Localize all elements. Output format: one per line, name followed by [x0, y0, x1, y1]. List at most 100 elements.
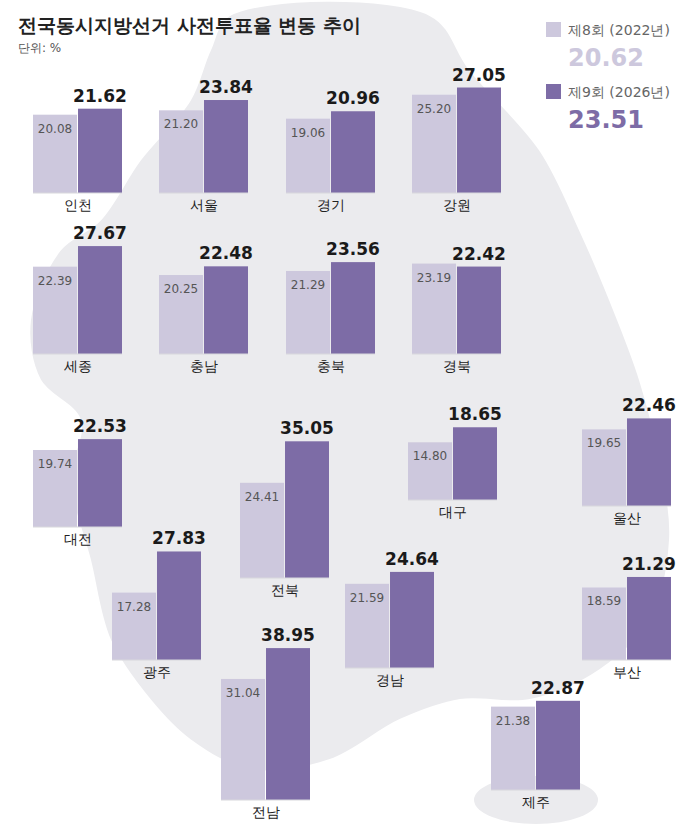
bar — [112, 593, 156, 660]
bars — [582, 577, 671, 660]
baseline — [582, 660, 671, 661]
region-panel: 21.2023.84서울 — [159, 77, 253, 213]
baseline — [582, 506, 671, 507]
bars — [221, 648, 310, 800]
region-panel: 21.29 23.56 충북 — [286, 239, 380, 374]
bar — [159, 110, 203, 193]
bars — [412, 264, 501, 354]
value-label: 22.39 — [38, 274, 72, 288]
baseline — [159, 193, 248, 194]
region-label: 충남 — [190, 358, 218, 374]
region-label: 대전 — [64, 531, 92, 547]
region-panel: 22.3927.67세종 — [33, 223, 127, 374]
title: 전국동시지방선거 사전투표율 변동 추이 — [18, 14, 361, 36]
region-label: 대구 — [439, 504, 467, 520]
value-label: 27.83 — [152, 528, 206, 548]
bar — [157, 551, 201, 660]
value-label: 20.25 — [164, 282, 198, 296]
bars — [159, 266, 248, 354]
value-label: 19.06 — [291, 126, 325, 140]
bar — [408, 442, 452, 500]
value-label: 24.64 — [385, 549, 439, 569]
value-label: 27.67 — [73, 223, 127, 243]
bar — [453, 427, 497, 500]
value-label: 21.29 — [291, 278, 325, 292]
value-label: 31.04 — [226, 686, 260, 700]
bar — [627, 418, 671, 506]
baseline — [412, 354, 501, 355]
region-label: 제주 — [522, 794, 550, 810]
value-label: 20.96 — [326, 88, 380, 108]
region-panel: 19.6522.46울산 — [582, 395, 676, 526]
region-label: 부산 — [613, 664, 641, 680]
region-panel: 18.5921.29부산 — [582, 554, 676, 680]
baseline — [240, 578, 329, 579]
value-label: 22.48 — [199, 243, 253, 263]
value-label: 35.05 — [280, 418, 334, 438]
value-label: 22.42 — [452, 244, 506, 264]
chart: 전국동시지방선거 사전투표율 변동 추이단위: %제8회 (2022년)20.6… — [0, 0, 700, 832]
legend-swatch — [546, 84, 561, 99]
bars — [345, 572, 434, 668]
bar — [33, 267, 77, 354]
region-panel: 20.0821.62인천 — [33, 86, 127, 213]
bar — [33, 115, 77, 193]
value-label: 22.87 — [531, 678, 585, 698]
bars — [286, 262, 375, 354]
baseline — [491, 790, 580, 791]
region-label: 경기 — [317, 197, 345, 213]
bars — [491, 701, 580, 790]
bar — [582, 429, 626, 506]
value-label: 23.56 — [326, 239, 380, 259]
region-panel: 21.5924.64경남 — [345, 549, 439, 688]
legend-total: 20.62 — [568, 44, 644, 72]
bar — [78, 246, 122, 354]
baseline — [33, 527, 122, 528]
bar — [331, 111, 375, 193]
region-panel: 23.1922.42 경북 — [412, 244, 506, 374]
bar — [204, 266, 248, 354]
bars — [33, 246, 122, 354]
bar — [78, 439, 122, 527]
map-shape — [29, 1, 670, 772]
legend-label: 제9회 (2026년) — [568, 84, 670, 100]
bars — [33, 439, 122, 527]
bar — [266, 648, 310, 800]
bar — [390, 572, 434, 668]
subtitle: 단위: % — [18, 41, 61, 55]
value-label: 19.74 — [38, 457, 72, 471]
region-label: 강원 — [443, 197, 471, 213]
value-label: 19.65 — [587, 436, 621, 450]
bars — [240, 441, 329, 578]
bars — [112, 551, 201, 660]
bar — [536, 701, 580, 790]
value-label: 21.20 — [164, 117, 198, 131]
value-label: 24.41 — [245, 490, 279, 504]
bar — [627, 577, 671, 660]
value-label: 17.28 — [117, 600, 151, 614]
bars — [33, 109, 122, 193]
bar — [286, 119, 330, 193]
value-label: 22.53 — [73, 416, 127, 436]
region-panel: 25.20 27.05 강원 — [412, 65, 506, 213]
value-label: 23.19 — [417, 271, 451, 285]
region-panel: 31.0438.95전남 — [221, 625, 315, 820]
bars — [159, 100, 248, 193]
value-label: 21.38 — [496, 714, 530, 728]
baseline — [286, 354, 375, 355]
value-label: 27.05 — [452, 65, 506, 85]
region-panel: 14.8018.65대구 — [408, 404, 502, 520]
value-label: 21.59 — [350, 591, 384, 605]
bar — [412, 95, 456, 193]
bar — [286, 271, 330, 354]
region-panel: 24.4135.05전북 — [240, 418, 334, 598]
region-label: 서울 — [190, 197, 218, 213]
region-label: 충북 — [317, 358, 345, 374]
value-label: 18.59 — [587, 594, 621, 608]
value-label: 20.08 — [38, 122, 72, 136]
region-label: 광주 — [143, 664, 171, 680]
region-label: 경북 — [443, 358, 471, 374]
value-label: 25.20 — [417, 102, 451, 116]
bars — [412, 88, 501, 193]
baseline — [221, 800, 310, 801]
